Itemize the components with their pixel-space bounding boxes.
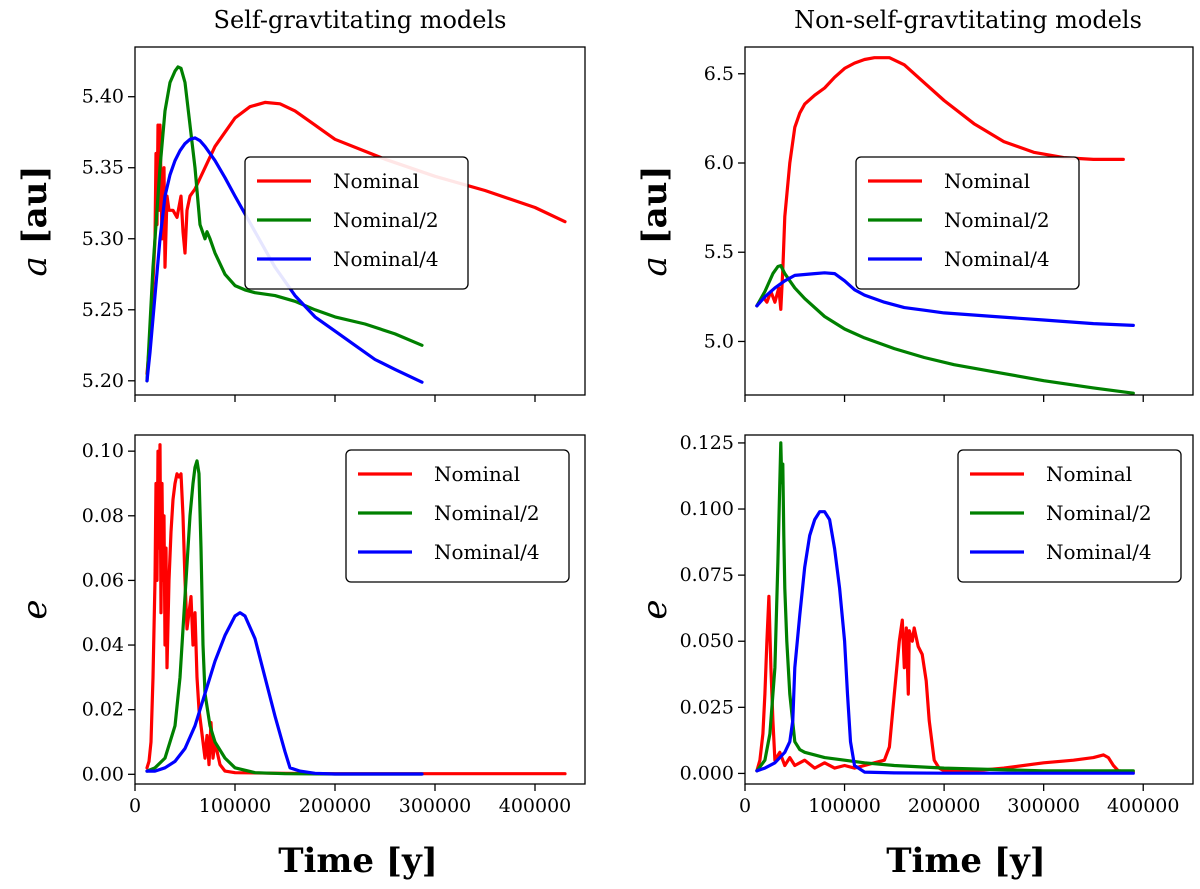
legend-label: Nominal/2 (944, 208, 1050, 232)
axes-frame (744, 434, 1194, 785)
legend-frame (345, 449, 570, 583)
x-tick-label: 0 (739, 795, 751, 817)
panel-self-grav-e: 0 100000 200000 300000 400000 0.00 0.02 0.04 0.0… (15, 434, 586, 817)
legend: Nominal Nominal/2 Nominal/4 (957, 449, 1182, 583)
series-line-nominal-2 (145, 65, 424, 383)
y-axis-label: e (635, 599, 675, 619)
y-axis-label-unit: [au] (15, 165, 55, 256)
x-axis-label-left: Time [y] (278, 841, 438, 881)
series-group (755, 56, 1135, 395)
series-line-nominal-4 (145, 136, 424, 384)
axes-frame (134, 46, 586, 396)
legend-label: Nominal (1046, 462, 1132, 486)
y-tick-label: 0.000 (680, 762, 734, 784)
y-tick-label: 6.5 (704, 63, 734, 85)
y-tick-label: 5.5 (704, 241, 734, 263)
legend-label: Nominal/2 (434, 501, 540, 525)
y-axis-label-variable: e (635, 599, 675, 619)
y-axis-label-variable: e (15, 599, 55, 619)
y-tick-label: 5.35 (82, 157, 124, 179)
x-tick-label: 300000 (399, 795, 472, 817)
y-tick-label: 5.30 (82, 228, 124, 250)
series-line-nominal-4 (755, 271, 1135, 327)
x-tick-label: 100000 (199, 795, 272, 817)
legend-label: Nominal/4 (1046, 540, 1152, 564)
y-axis-label-variable: a (635, 256, 675, 276)
axes-frame (134, 434, 586, 785)
y-axis-label: a [au] (15, 165, 55, 276)
y-axis-label: e (15, 599, 55, 619)
legend: Nominal Nominal/2 Nominal/4 (244, 156, 469, 290)
y-tick-label: 5.0 (704, 330, 734, 352)
x-tick-label: 200000 (299, 795, 372, 817)
y-tick-label: 0.02 (82, 699, 124, 721)
legend-label: Nominal/4 (333, 247, 439, 271)
series-line-nominal (755, 594, 1135, 774)
legend-label: Nominal/4 (944, 247, 1050, 271)
legend-frame (855, 156, 1080, 290)
legend-label: Nominal/2 (333, 208, 439, 232)
series-line-nominal-2 (755, 264, 1135, 395)
legend-label: Nominal/2 (1046, 501, 1152, 525)
legend: Nominal Nominal/2 Nominal/4 (345, 449, 570, 583)
series-line-nominal-2 (145, 459, 424, 776)
y-tick-label: 0.025 (680, 696, 734, 718)
series-line-nominal-4 (755, 510, 1135, 775)
x-tick-label: 400000 (499, 795, 572, 817)
legend-label: Nominal (944, 169, 1030, 193)
axes-frame (744, 46, 1194, 396)
legend: Nominal Nominal/2 Nominal/4 (855, 156, 1080, 290)
y-tick-label: 0.050 (680, 630, 734, 652)
y-tick-label: 0.075 (680, 564, 734, 586)
panel-non-self-grav-e: 0 100000 200000 300000 400000 0.000 0.025 0.050… (635, 432, 1194, 817)
col-title-left: Self-gravtitating models (214, 6, 507, 34)
legend-label: Nominal/4 (434, 540, 540, 564)
y-axis-label: a [au] (635, 165, 675, 276)
series-line-nominal-4 (145, 611, 424, 776)
y-tick-label: 0.10 (82, 440, 124, 462)
y-axis-label-variable: a (15, 256, 55, 276)
y-tick-label: 0.100 (680, 498, 734, 520)
series-line-nominal-2 (755, 441, 1135, 773)
y-axis-label-unit: [au] (635, 165, 675, 256)
series-group (755, 441, 1135, 775)
series-group (145, 443, 567, 776)
legend-frame (957, 449, 1182, 583)
y-tick-label: 0.04 (82, 634, 124, 656)
x-axis-label-right: Time [y] (886, 841, 1046, 881)
x-tick-label: 200000 (908, 795, 981, 817)
y-tick-label: 0.125 (680, 432, 734, 454)
x-tick-label: 100000 (808, 795, 881, 817)
series-line-nominal (755, 56, 1125, 311)
y-tick-label: 0.00 (82, 763, 124, 785)
y-tick-label: 5.20 (82, 370, 124, 392)
panel-non-self-grav-a: 5.05.56.06.5a [au] NominalNominal/2Nomina… (635, 46, 1194, 402)
y-tick-label: 5.40 (82, 86, 124, 108)
y-tick-label: 0.08 (82, 505, 124, 527)
legend-label: Nominal (434, 462, 520, 486)
panel-self-grav-a: 5.205.255.305.355.40a [au] NominalNominal… (15, 46, 586, 402)
x-tick-label: 300000 (1007, 795, 1080, 817)
y-tick-label: 0.06 (82, 569, 124, 591)
x-tick-label: 400000 (1107, 795, 1180, 817)
legend-frame (244, 156, 469, 290)
y-tick-label: 5.25 (82, 299, 124, 321)
y-tick-label: 6.0 (704, 152, 734, 174)
x-tick-label: 0 (129, 795, 141, 817)
legend-label: Nominal (333, 169, 419, 193)
col-title-right: Non-self-gravtitating models (794, 6, 1142, 34)
series-line-nominal (145, 443, 567, 776)
series-line-nominal (145, 100, 567, 376)
series-group (145, 65, 567, 384)
